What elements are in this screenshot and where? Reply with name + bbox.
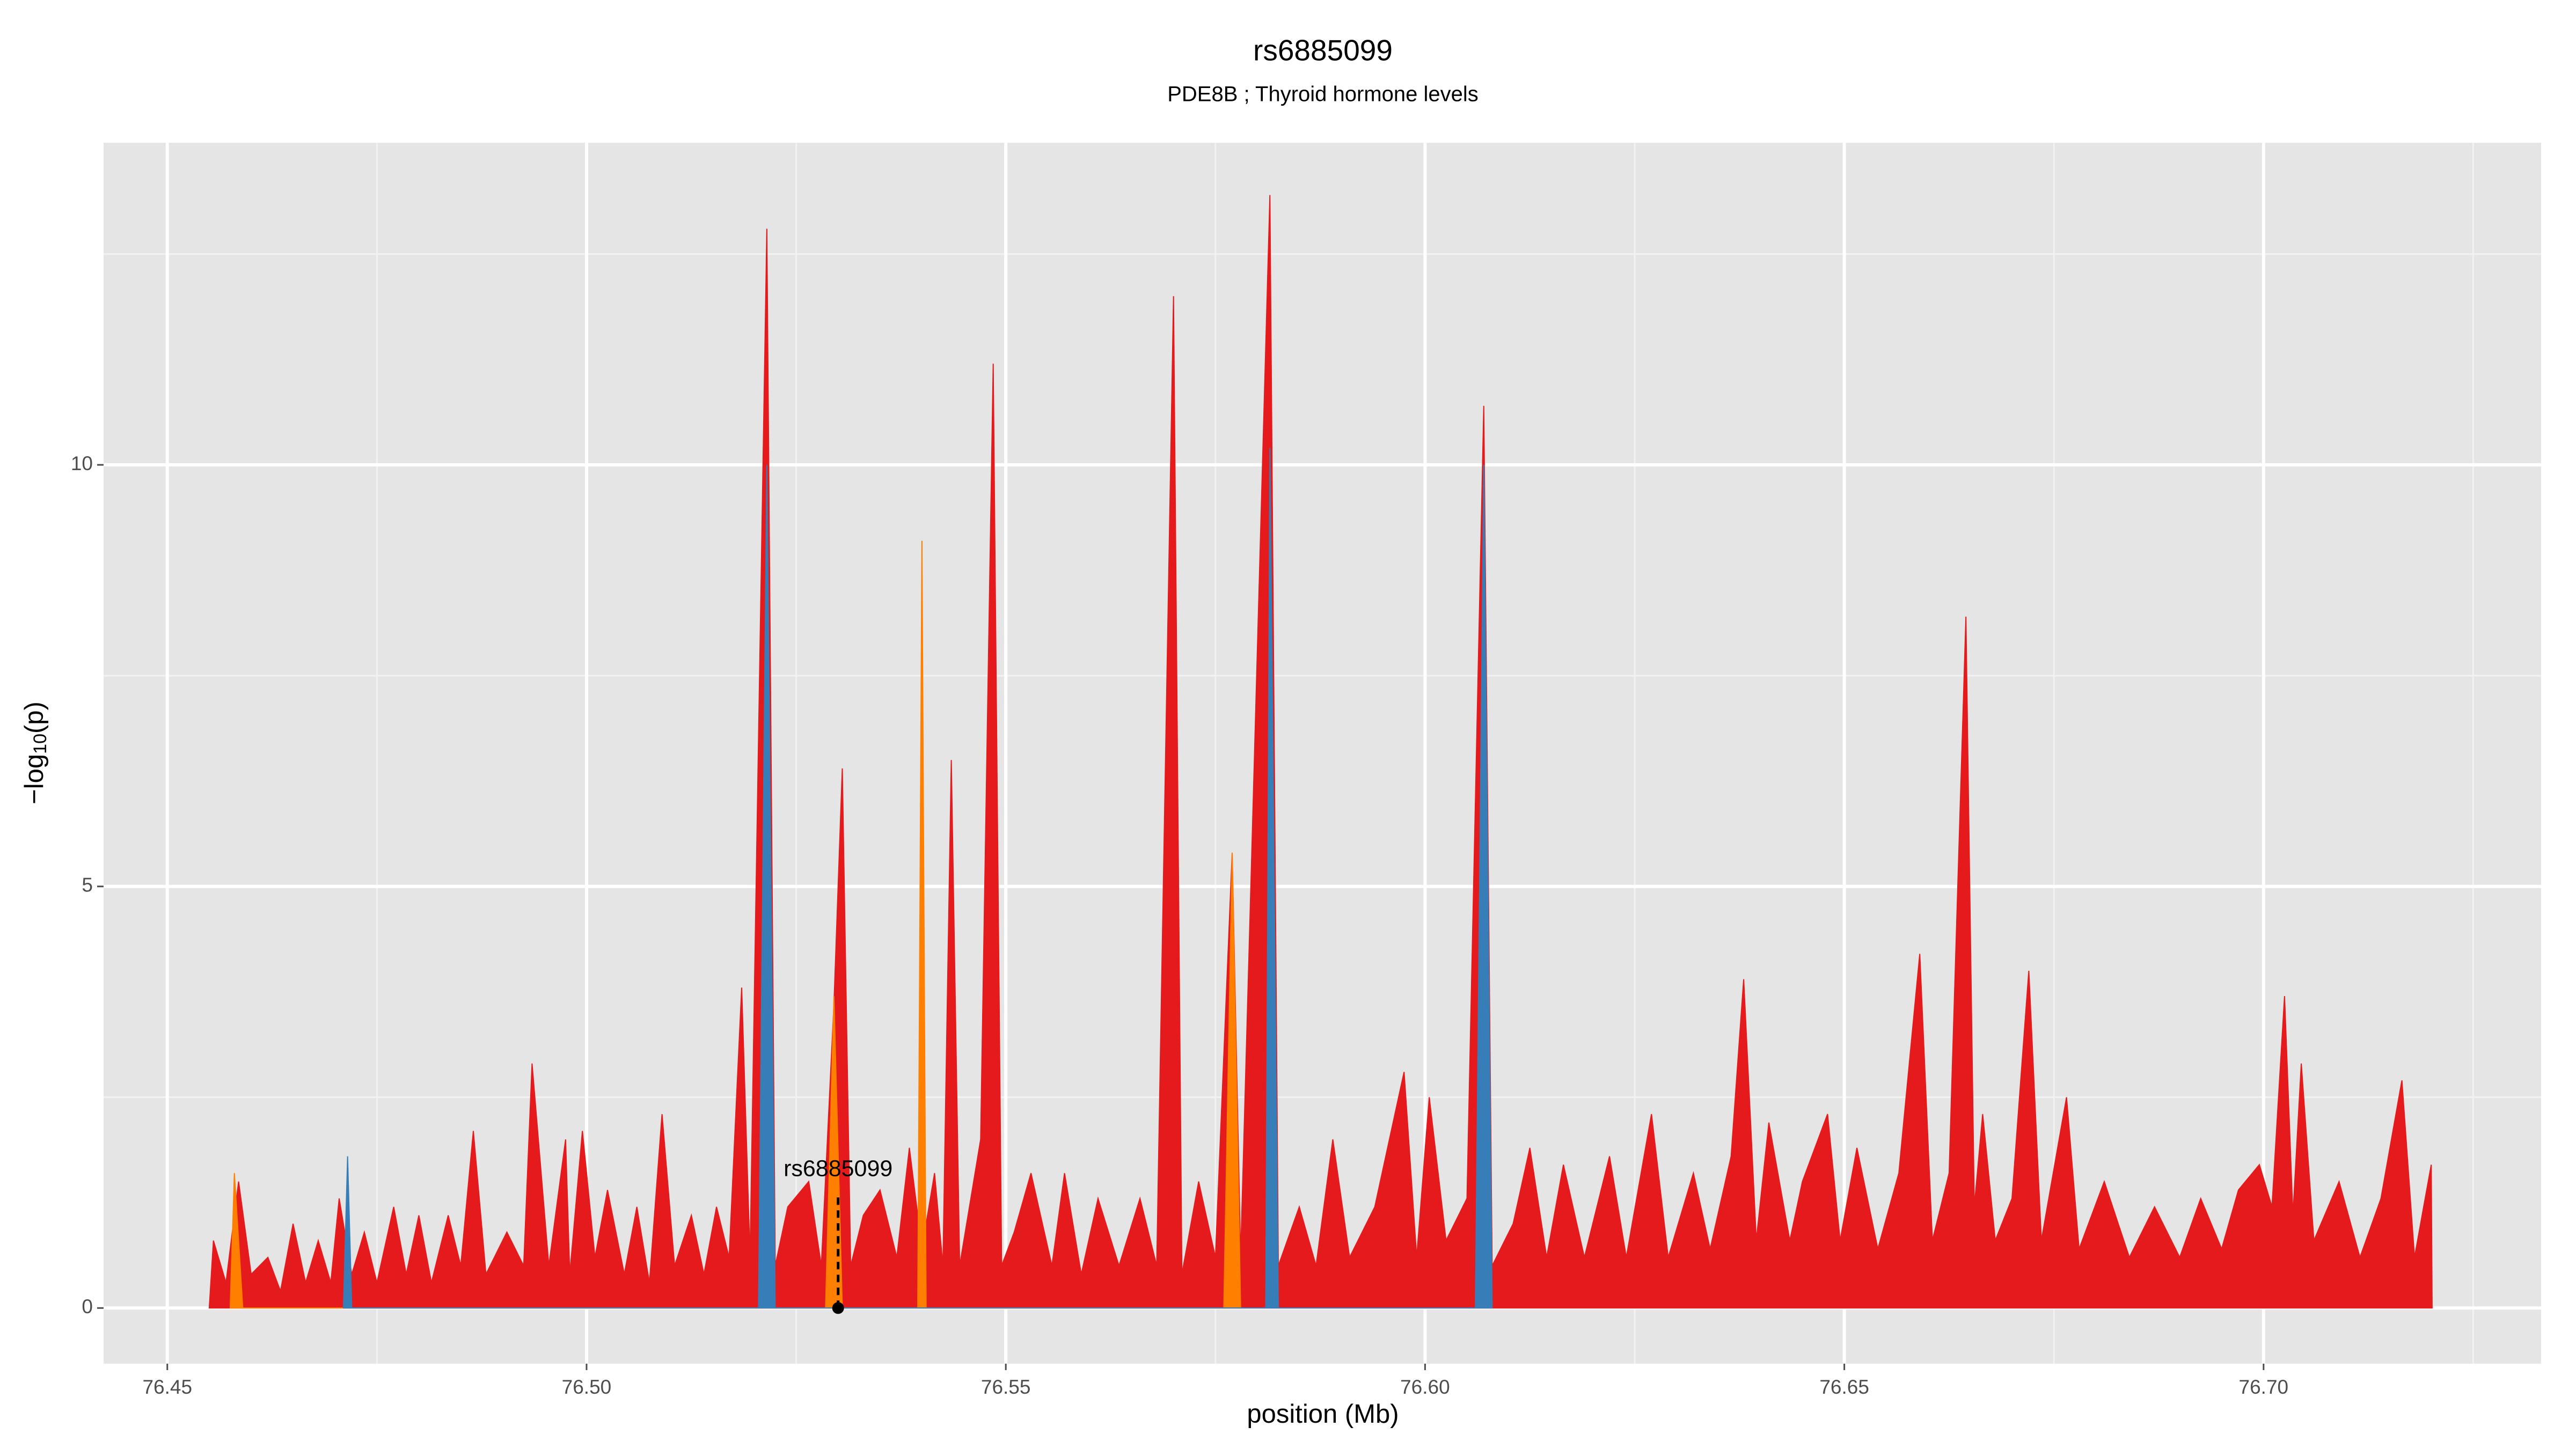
chart-subtitle: PDE8B ; Thyroid hormone levels — [1167, 83, 1479, 106]
x-tick-label: 76.60 — [1400, 1376, 1450, 1398]
annotation-point — [832, 1302, 844, 1314]
x-tick-label: 76.45 — [142, 1376, 192, 1398]
plot-background — [104, 143, 2541, 1364]
area — [342, 448, 1493, 1309]
x-tick-label: 76.55 — [981, 1376, 1031, 1398]
y-tick-label: 0 — [82, 1296, 93, 1318]
y-axis-title-subscript: 10 — [30, 734, 50, 754]
x-tick-label: 76.70 — [2239, 1376, 2289, 1398]
x-tick-label: 76.65 — [1819, 1376, 1869, 1398]
chart-title: rs6885099 — [1253, 34, 1393, 67]
y-tick-label: 5 — [82, 874, 93, 896]
y-axis-title-part: −log — [20, 754, 49, 804]
x-axis-title: position (Mb) — [1247, 1400, 1399, 1429]
y-tick-label: 10 — [71, 452, 93, 474]
y-axis-title: −log10(p) — [20, 701, 50, 804]
y-axis-title-part: (p) — [20, 701, 49, 734]
x-tick-label: 76.50 — [562, 1376, 612, 1398]
annotation-label: rs6885099 — [784, 1156, 892, 1182]
